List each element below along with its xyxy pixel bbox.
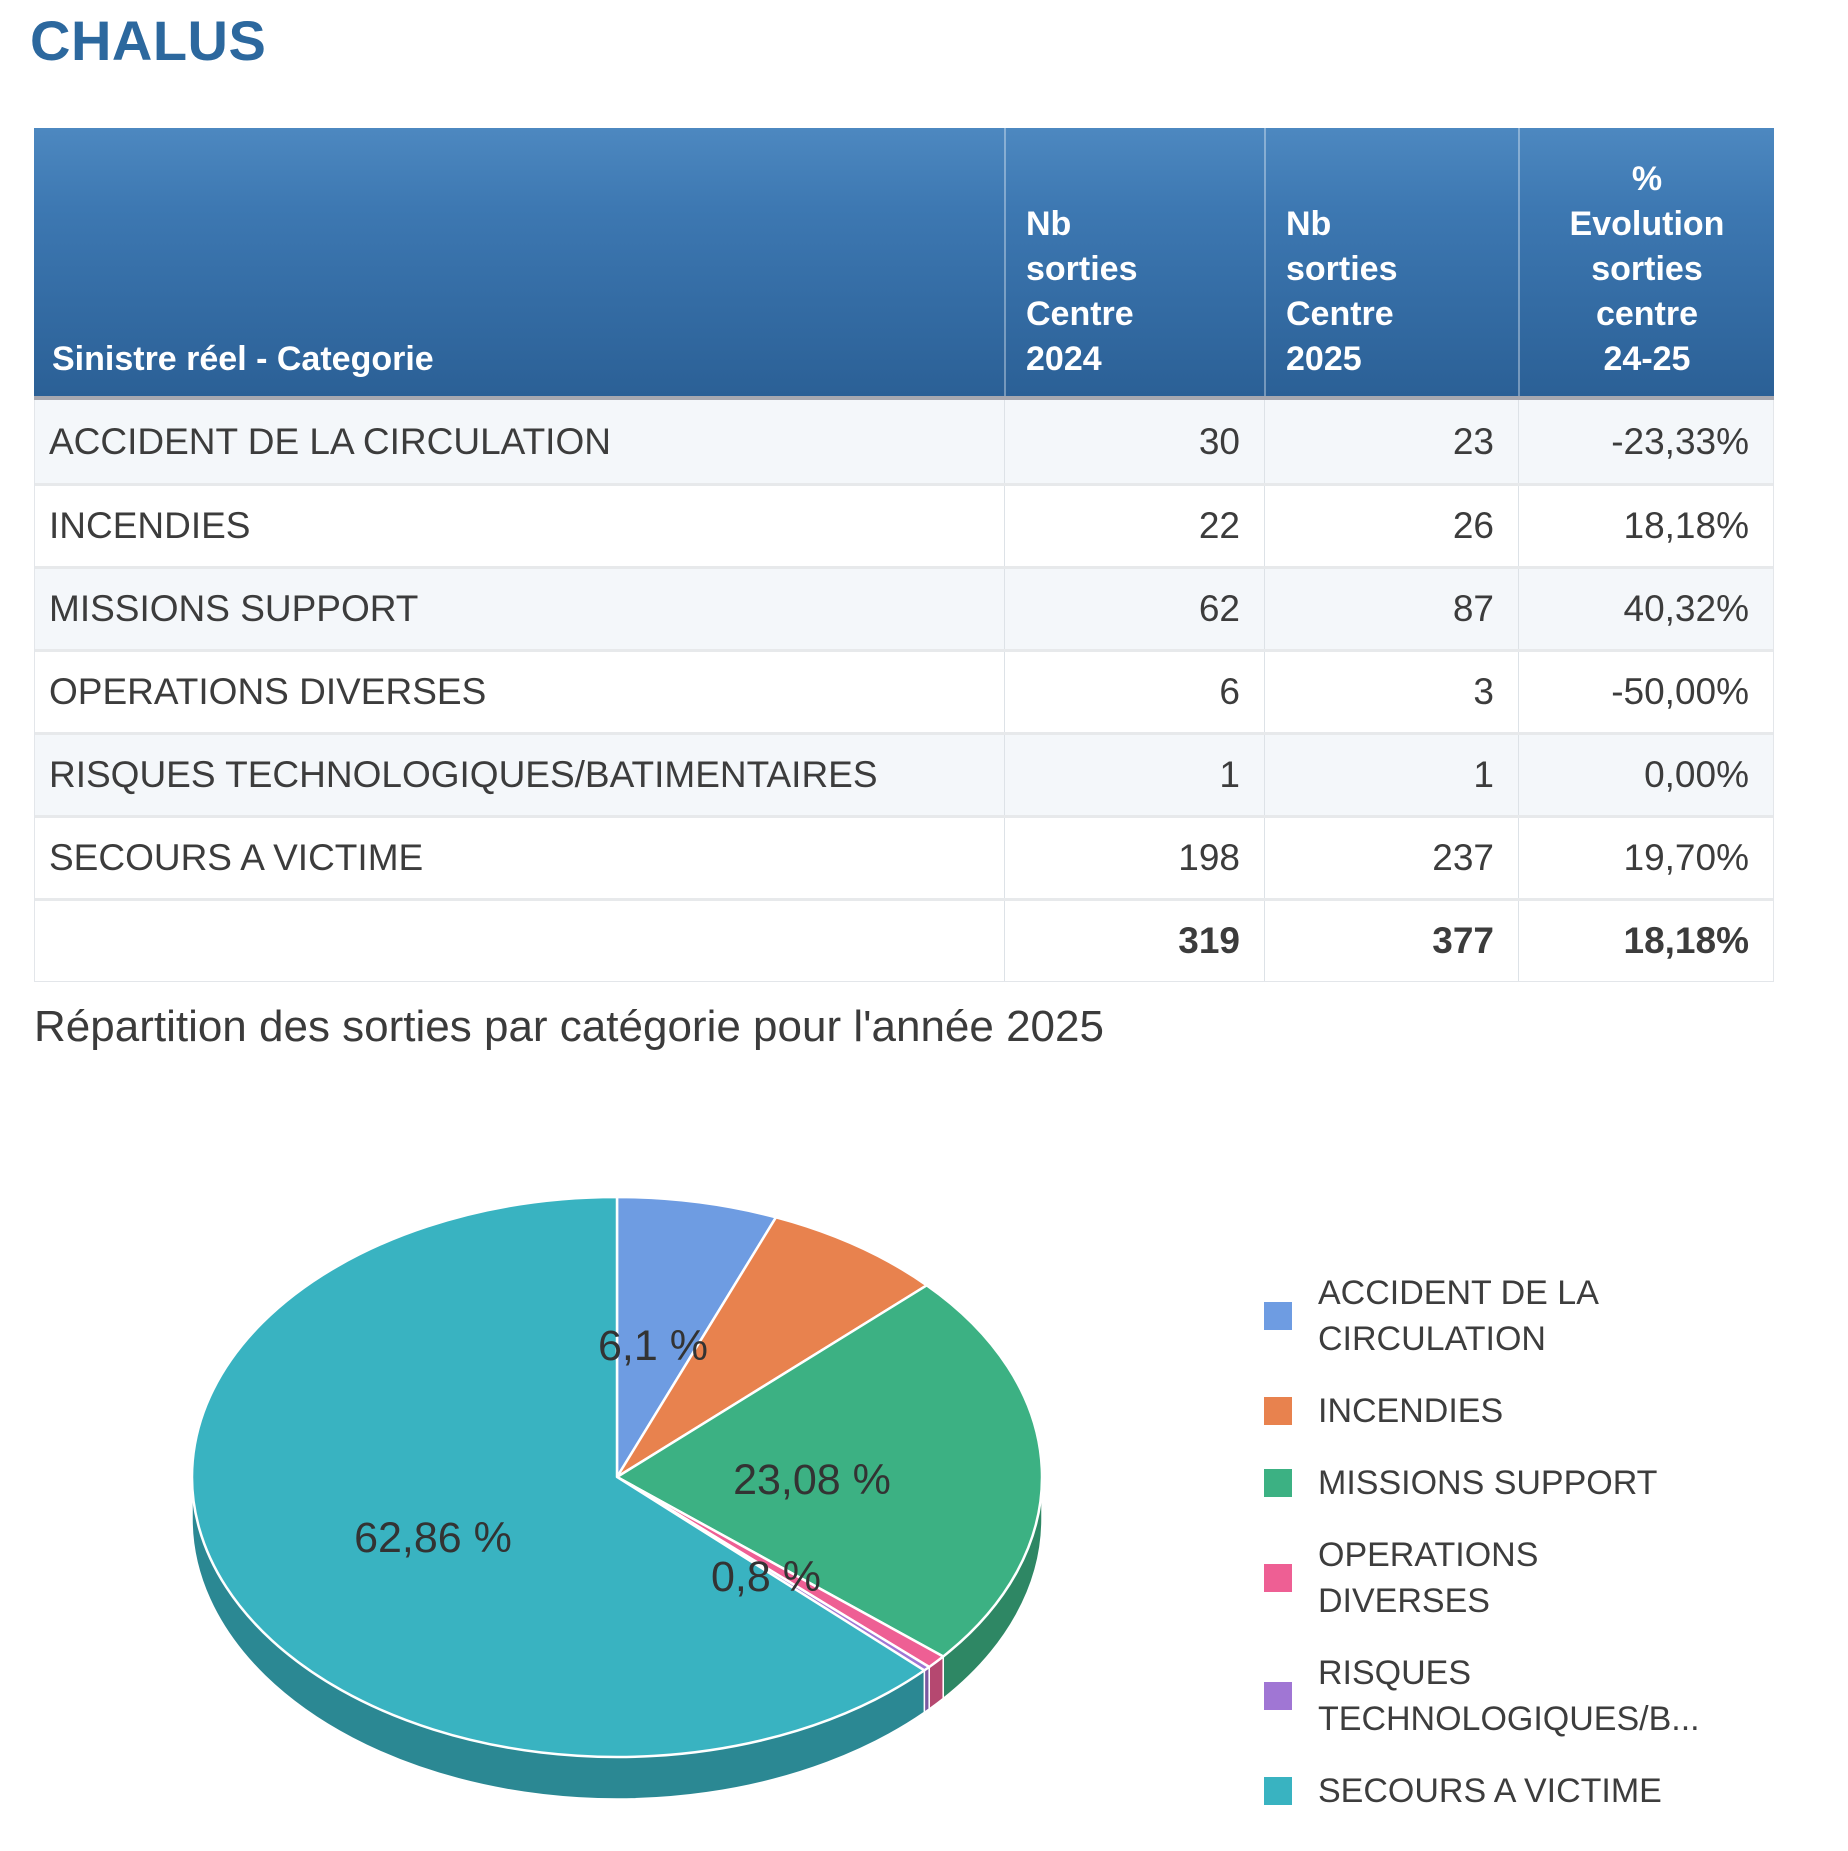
- table-total-row: 319 377 18,18%: [35, 898, 1773, 981]
- legend-label: MISSIONS SUPPORT: [1318, 1464, 1658, 1502]
- cell-2025: 23: [1264, 400, 1518, 483]
- cell-evolution: 0,00%: [1518, 735, 1773, 815]
- table-row: OPERATIONS DIVERSES 6 3 -50,00%: [35, 649, 1773, 732]
- legend-label: INCENDIES: [1318, 1392, 1504, 1430]
- table-header-row: Sinistre réel - Categorie Nb sorties Cen…: [34, 128, 1774, 400]
- cell-2024: 30: [1004, 400, 1264, 483]
- cell-category: OPERATIONS DIVERSES: [49, 671, 487, 712]
- chart-section-title: Répartition des sorties par catégorie po…: [34, 1002, 1104, 1051]
- legend-item-secours-a-victime: SECOURS A VICTIME: [1264, 1768, 1848, 1814]
- cell-2024: 62: [1004, 569, 1264, 649]
- legend-label: SECOURS A VICTIME: [1318, 1772, 1662, 1810]
- table-row: RISQUES TECHNOLOGIQUES/BATIMENTAIRES 1 1…: [35, 732, 1773, 815]
- pie-percent-label-2: 23,08 %: [733, 1456, 891, 1504]
- table-row: MISSIONS SUPPORT 62 87 40,32%: [35, 566, 1773, 649]
- legend-label: RISQUES TECHNOLOGIQUES/B...: [1318, 1654, 1700, 1738]
- cell-2025: 237: [1264, 818, 1518, 898]
- chart-legend: ACCIDENT DE LA CIRCULATION INCENDIES MIS…: [1264, 1270, 1848, 1814]
- legend-item-missions-support: MISSIONS SUPPORT: [1264, 1460, 1848, 1506]
- legend-item-risques-technologiques: RISQUES TECHNOLOGIQUES/B...: [1264, 1650, 1848, 1742]
- legend-item-accident: ACCIDENT DE LA CIRCULATION: [1264, 1270, 1848, 1362]
- legend-swatch-incendies: [1264, 1397, 1292, 1425]
- cell-2025: 26: [1264, 486, 1518, 566]
- cell-evolution: 19,70%: [1518, 818, 1773, 898]
- legend-item-operations-diverses: OPERATIONS DIVERSES: [1264, 1532, 1848, 1624]
- cell-category: SECOURS A VICTIME: [49, 837, 424, 878]
- pie-chart: 6,1 % 23,08 % 0,8 % 62,86 %: [190, 1195, 1044, 1800]
- legend-swatch-risques-technologiques: [1264, 1682, 1292, 1710]
- pie-slice-2: [615, 1284, 1044, 1658]
- cell-total-evolution: 18,18%: [1518, 901, 1773, 981]
- cell-evolution: -23,33%: [1518, 400, 1773, 483]
- column-header-category: Sinistre réel - Categorie: [52, 340, 434, 378]
- legend-label: OPERATIONS DIVERSES: [1318, 1536, 1539, 1620]
- legend-swatch-secours-a-victime: [1264, 1777, 1292, 1805]
- cell-2025: 87: [1264, 569, 1518, 649]
- legend-item-incendies: INCENDIES: [1264, 1388, 1848, 1434]
- cell-total-2025: 377: [1264, 901, 1518, 981]
- cell-2024: 198: [1004, 818, 1264, 898]
- cell-2025: 1: [1264, 735, 1518, 815]
- table-row: SECOURS A VICTIME 198 237 19,70%: [35, 815, 1773, 898]
- table-row: ACCIDENT DE LA CIRCULATION 30 23 -23,33%: [35, 400, 1773, 483]
- cell-category: ACCIDENT DE LA CIRCULATION: [49, 420, 611, 462]
- pie-percent-label-0: 6,1 %: [598, 1322, 708, 1370]
- cell-2024: 6: [1004, 652, 1264, 732]
- cell-2024: 22: [1004, 486, 1264, 566]
- cell-total-2024: 319: [1004, 901, 1264, 981]
- cell-category: RISQUES TECHNOLOGIQUES/BATIMENTAIRES: [49, 754, 878, 795]
- cell-evolution: 40,32%: [1518, 569, 1773, 649]
- statistics-table: Sinistre réel - Categorie Nb sorties Cen…: [34, 128, 1774, 982]
- legend-swatch-missions-support: [1264, 1469, 1292, 1497]
- page-title: CHALUS: [30, 9, 267, 72]
- cell-evolution: -50,00%: [1518, 652, 1773, 732]
- legend-label: ACCIDENT DE LA CIRCULATION: [1318, 1274, 1599, 1358]
- pie-slice-5: [190, 1195, 926, 1759]
- column-header-2025: Nb sorties Centre 2025: [1264, 128, 1518, 396]
- table-row: INCENDIES 22 26 18,18%: [35, 483, 1773, 566]
- cell-2024: 1: [1004, 735, 1264, 815]
- pie-percent-label-3: 0,8 %: [711, 1553, 821, 1601]
- pie-slice-1: [615, 1216, 929, 1479]
- pie-slice-0: [615, 1195, 778, 1479]
- cell-category: INCENDIES: [49, 505, 251, 546]
- cell-2025: 3: [1264, 652, 1518, 732]
- legend-swatch-operations-diverses: [1264, 1564, 1292, 1592]
- legend-swatch-accident: [1264, 1302, 1292, 1330]
- column-header-evolution: % Evolution sorties centre 24-25: [1518, 128, 1774, 396]
- pie-percent-label-5: 62,86 %: [354, 1514, 512, 1562]
- column-header-2024: Nb sorties Centre 2024: [1004, 128, 1264, 396]
- cell-evolution: 18,18%: [1518, 486, 1773, 566]
- cell-category: MISSIONS SUPPORT: [49, 588, 419, 629]
- cell-category: [35, 901, 1004, 981]
- table-body: ACCIDENT DE LA CIRCULATION 30 23 -23,33%…: [34, 400, 1774, 982]
